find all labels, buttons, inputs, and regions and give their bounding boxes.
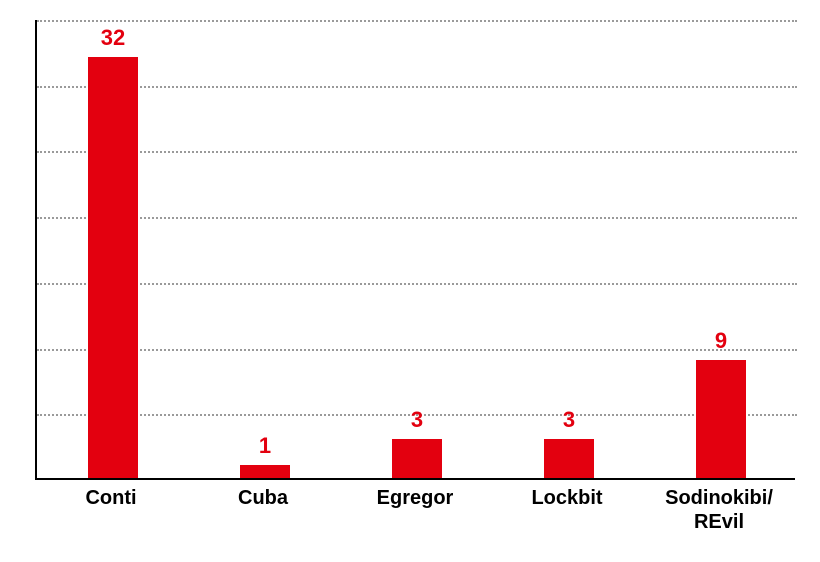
x-axis-label: Cuba (187, 486, 339, 534)
bar (544, 439, 594, 478)
bar-group: 32 (37, 25, 189, 478)
bar-value-label: 1 (259, 433, 271, 459)
bar (696, 360, 746, 478)
bar-value-label: 9 (715, 328, 727, 354)
x-axis-label: Egregor (339, 486, 491, 534)
bar (88, 57, 138, 478)
bar-value-label: 3 (563, 407, 575, 433)
bar-group: 3 (493, 407, 645, 478)
bars-container: 32 1 3 3 9 (37, 18, 797, 478)
x-axis-label: Lockbit (491, 486, 643, 534)
bar-group: 9 (645, 328, 797, 478)
bar-value-label: 3 (411, 407, 423, 433)
x-axis-label: Sodinokibi/REvil (643, 486, 795, 534)
bar-value-label: 32 (101, 25, 125, 51)
bar-chart: 321339 ContiCubaEgregorLockbitSodinokibi… (35, 20, 795, 520)
bar (240, 465, 290, 478)
x-axis-label: Conti (35, 486, 187, 534)
bar-group: 3 (341, 407, 493, 478)
plot-area: 32 1 3 3 9 (35, 20, 795, 480)
bar-group: 1 (189, 433, 341, 478)
x-axis-labels: ContiCubaEgregorLockbitSodinokibi/REvil (35, 486, 795, 534)
bar (392, 439, 442, 478)
